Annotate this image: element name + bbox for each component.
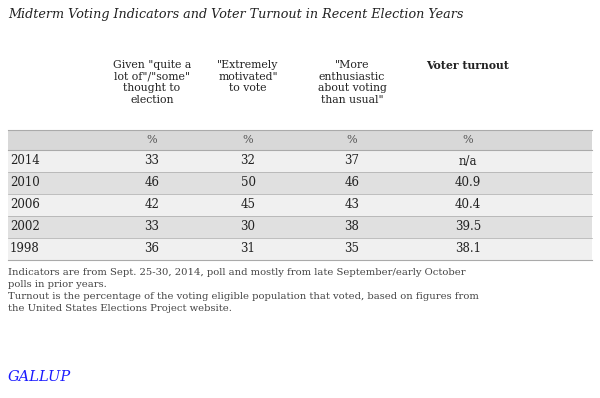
- Text: 43: 43: [344, 199, 359, 211]
- Text: 33: 33: [145, 220, 160, 234]
- Text: the United States Elections Project website.: the United States Elections Project webs…: [8, 304, 232, 313]
- Text: 38: 38: [344, 220, 359, 234]
- Bar: [8, 172, 592, 194]
- Text: 33: 33: [145, 154, 160, 168]
- Text: Given "quite a
lot of"/"some"
thought to
election: Given "quite a lot of"/"some" thought to…: [113, 60, 191, 105]
- Text: 2006: 2006: [10, 199, 40, 211]
- Text: %: %: [146, 135, 157, 145]
- Text: %: %: [347, 135, 358, 145]
- Text: 46: 46: [344, 176, 359, 189]
- Bar: [8, 216, 592, 238]
- Text: Midterm Voting Indicators and Voter Turnout in Recent Election Years: Midterm Voting Indicators and Voter Turn…: [8, 8, 463, 21]
- Text: 40.9: 40.9: [455, 176, 481, 189]
- Text: 2014: 2014: [10, 154, 40, 168]
- Bar: [8, 194, 592, 216]
- Text: 46: 46: [145, 176, 160, 189]
- Text: n/a: n/a: [459, 154, 477, 168]
- Text: 50: 50: [241, 176, 256, 189]
- Text: 1998: 1998: [10, 242, 40, 256]
- Bar: [8, 150, 592, 172]
- Text: 39.5: 39.5: [455, 220, 481, 234]
- Text: 2002: 2002: [10, 220, 40, 234]
- Text: 45: 45: [241, 199, 256, 211]
- Text: 42: 42: [145, 199, 160, 211]
- Text: %: %: [242, 135, 253, 145]
- Text: "More
enthusiastic
about voting
than usual": "More enthusiastic about voting than usu…: [317, 60, 386, 105]
- Text: 2010: 2010: [10, 176, 40, 189]
- Text: 35: 35: [344, 242, 359, 256]
- Text: 40.4: 40.4: [455, 199, 481, 211]
- Text: 31: 31: [241, 242, 256, 256]
- Text: polls in prior years.: polls in prior years.: [8, 280, 107, 289]
- Text: "Extremely
motivated"
to vote: "Extremely motivated" to vote: [217, 60, 278, 93]
- Text: 38.1: 38.1: [455, 242, 481, 256]
- Text: Indicators are from Sept. 25-30, 2014, poll and mostly from late September/early: Indicators are from Sept. 25-30, 2014, p…: [8, 268, 466, 277]
- Text: 32: 32: [241, 154, 256, 168]
- Text: Voter turnout: Voter turnout: [427, 60, 509, 71]
- Bar: [8, 238, 592, 260]
- Text: GALLUP: GALLUP: [8, 370, 71, 384]
- Text: Turnout is the percentage of the voting eligible population that voted, based on: Turnout is the percentage of the voting …: [8, 292, 479, 301]
- Text: %: %: [463, 135, 473, 145]
- Text: 37: 37: [344, 154, 359, 168]
- Text: 36: 36: [145, 242, 160, 256]
- Text: 30: 30: [241, 220, 256, 234]
- Bar: [8, 130, 592, 150]
